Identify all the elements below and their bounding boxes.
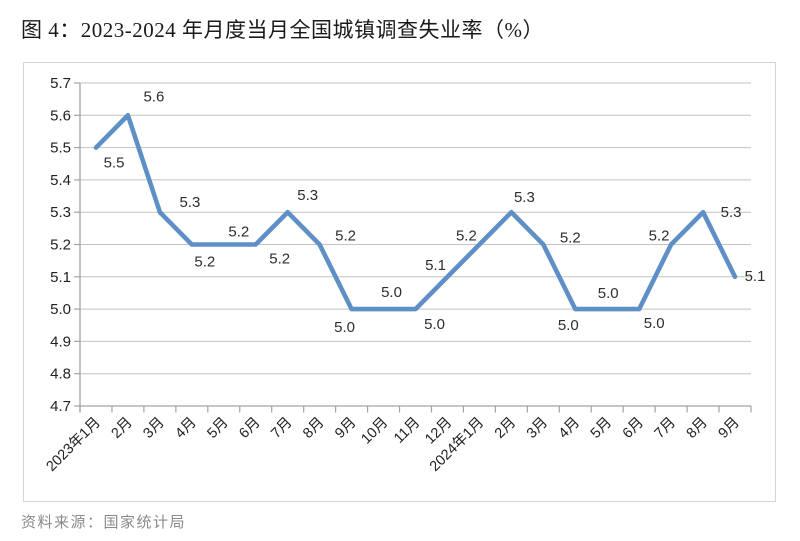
x-tick-label: 10月 — [358, 415, 391, 448]
x-tick-label: 7月 — [652, 415, 679, 442]
x-tick-label: 3月 — [524, 415, 551, 442]
y-tick-label: 5.6 — [50, 107, 71, 124]
x-tick-label: 8月 — [684, 415, 711, 442]
y-tick-label: 4.9 — [50, 333, 71, 350]
x-tick-label: 9月 — [332, 415, 359, 442]
data-label: 5.0 — [381, 284, 402, 301]
data-label: 5.1 — [425, 257, 446, 274]
data-label: 5.2 — [649, 228, 670, 245]
unemployment-line-chart: 4.7 4.8 4.9 5.0 5.1 5.2 5.3 5.4 5.5 5.6 5.7 2023年1月… — [43, 75, 766, 475]
x-tick-label: 2月 — [108, 415, 135, 442]
data-label: 5.2 — [560, 230, 581, 247]
data-label: 5.0 — [644, 315, 665, 332]
data-label: 5.2 — [335, 228, 356, 245]
x-tick-label: 8月 — [300, 415, 327, 442]
data-label: 5.3 — [297, 187, 318, 204]
x-tick-label: 7月 — [268, 415, 295, 442]
x-tick-label: 5月 — [588, 415, 615, 442]
x-tick-label: 2月 — [492, 415, 519, 442]
y-tick-label: 5.4 — [50, 172, 71, 189]
y-tick-label: 4.7 — [50, 398, 71, 415]
data-label: 5.2 — [194, 254, 215, 271]
data-label: 5.6 — [143, 88, 164, 105]
x-tick-label: 5月 — [204, 415, 231, 442]
data-label: 5.2 — [456, 228, 477, 245]
x-tick-label: 3月 — [140, 415, 167, 442]
data-label: 5.0 — [558, 317, 579, 334]
x-tick-label: 11月 — [391, 415, 423, 447]
data-label: 5.2 — [228, 224, 249, 241]
data-label: 5.3 — [179, 194, 200, 211]
data-label: 5.2 — [269, 251, 290, 268]
y-tick-label: 4.8 — [50, 366, 71, 383]
x-tick-label: 9月 — [716, 415, 743, 442]
x-tick-label: 2023年1月 — [43, 414, 104, 475]
chart-plot-area: 4.7 4.8 4.9 5.0 5.1 5.2 5.3 5.4 5.5 5.6 5.7 2023年1月… — [23, 62, 776, 502]
data-label: 5.1 — [745, 268, 766, 285]
data-label: 5.0 — [334, 319, 355, 336]
chart-title: 图 4：2023-2024 年月度当月全国城镇调查失业率（%） — [21, 18, 544, 42]
x-tick-label: 6月 — [236, 415, 263, 442]
data-label: 5.3 — [721, 204, 742, 221]
x-tick-label: 4月 — [556, 415, 583, 442]
source-note: 资料来源：国家统计局 — [21, 515, 187, 531]
y-tick-label: 5.1 — [50, 269, 71, 286]
y-tick-label: 5.7 — [50, 75, 71, 92]
y-tick-label: 5.5 — [50, 140, 71, 157]
x-tick-label: 4月 — [172, 415, 199, 442]
y-tick-label: 5.3 — [50, 204, 71, 221]
series-line — [93, 112, 738, 312]
data-label: 5.3 — [514, 189, 535, 206]
y-tick-label: 5.0 — [50, 301, 71, 318]
data-label: 5.0 — [598, 285, 619, 302]
data-label: 5.5 — [104, 155, 125, 172]
data-label: 5.0 — [424, 316, 445, 333]
y-tick-label: 5.2 — [50, 237, 71, 254]
x-tick-label: 6月 — [620, 415, 647, 442]
